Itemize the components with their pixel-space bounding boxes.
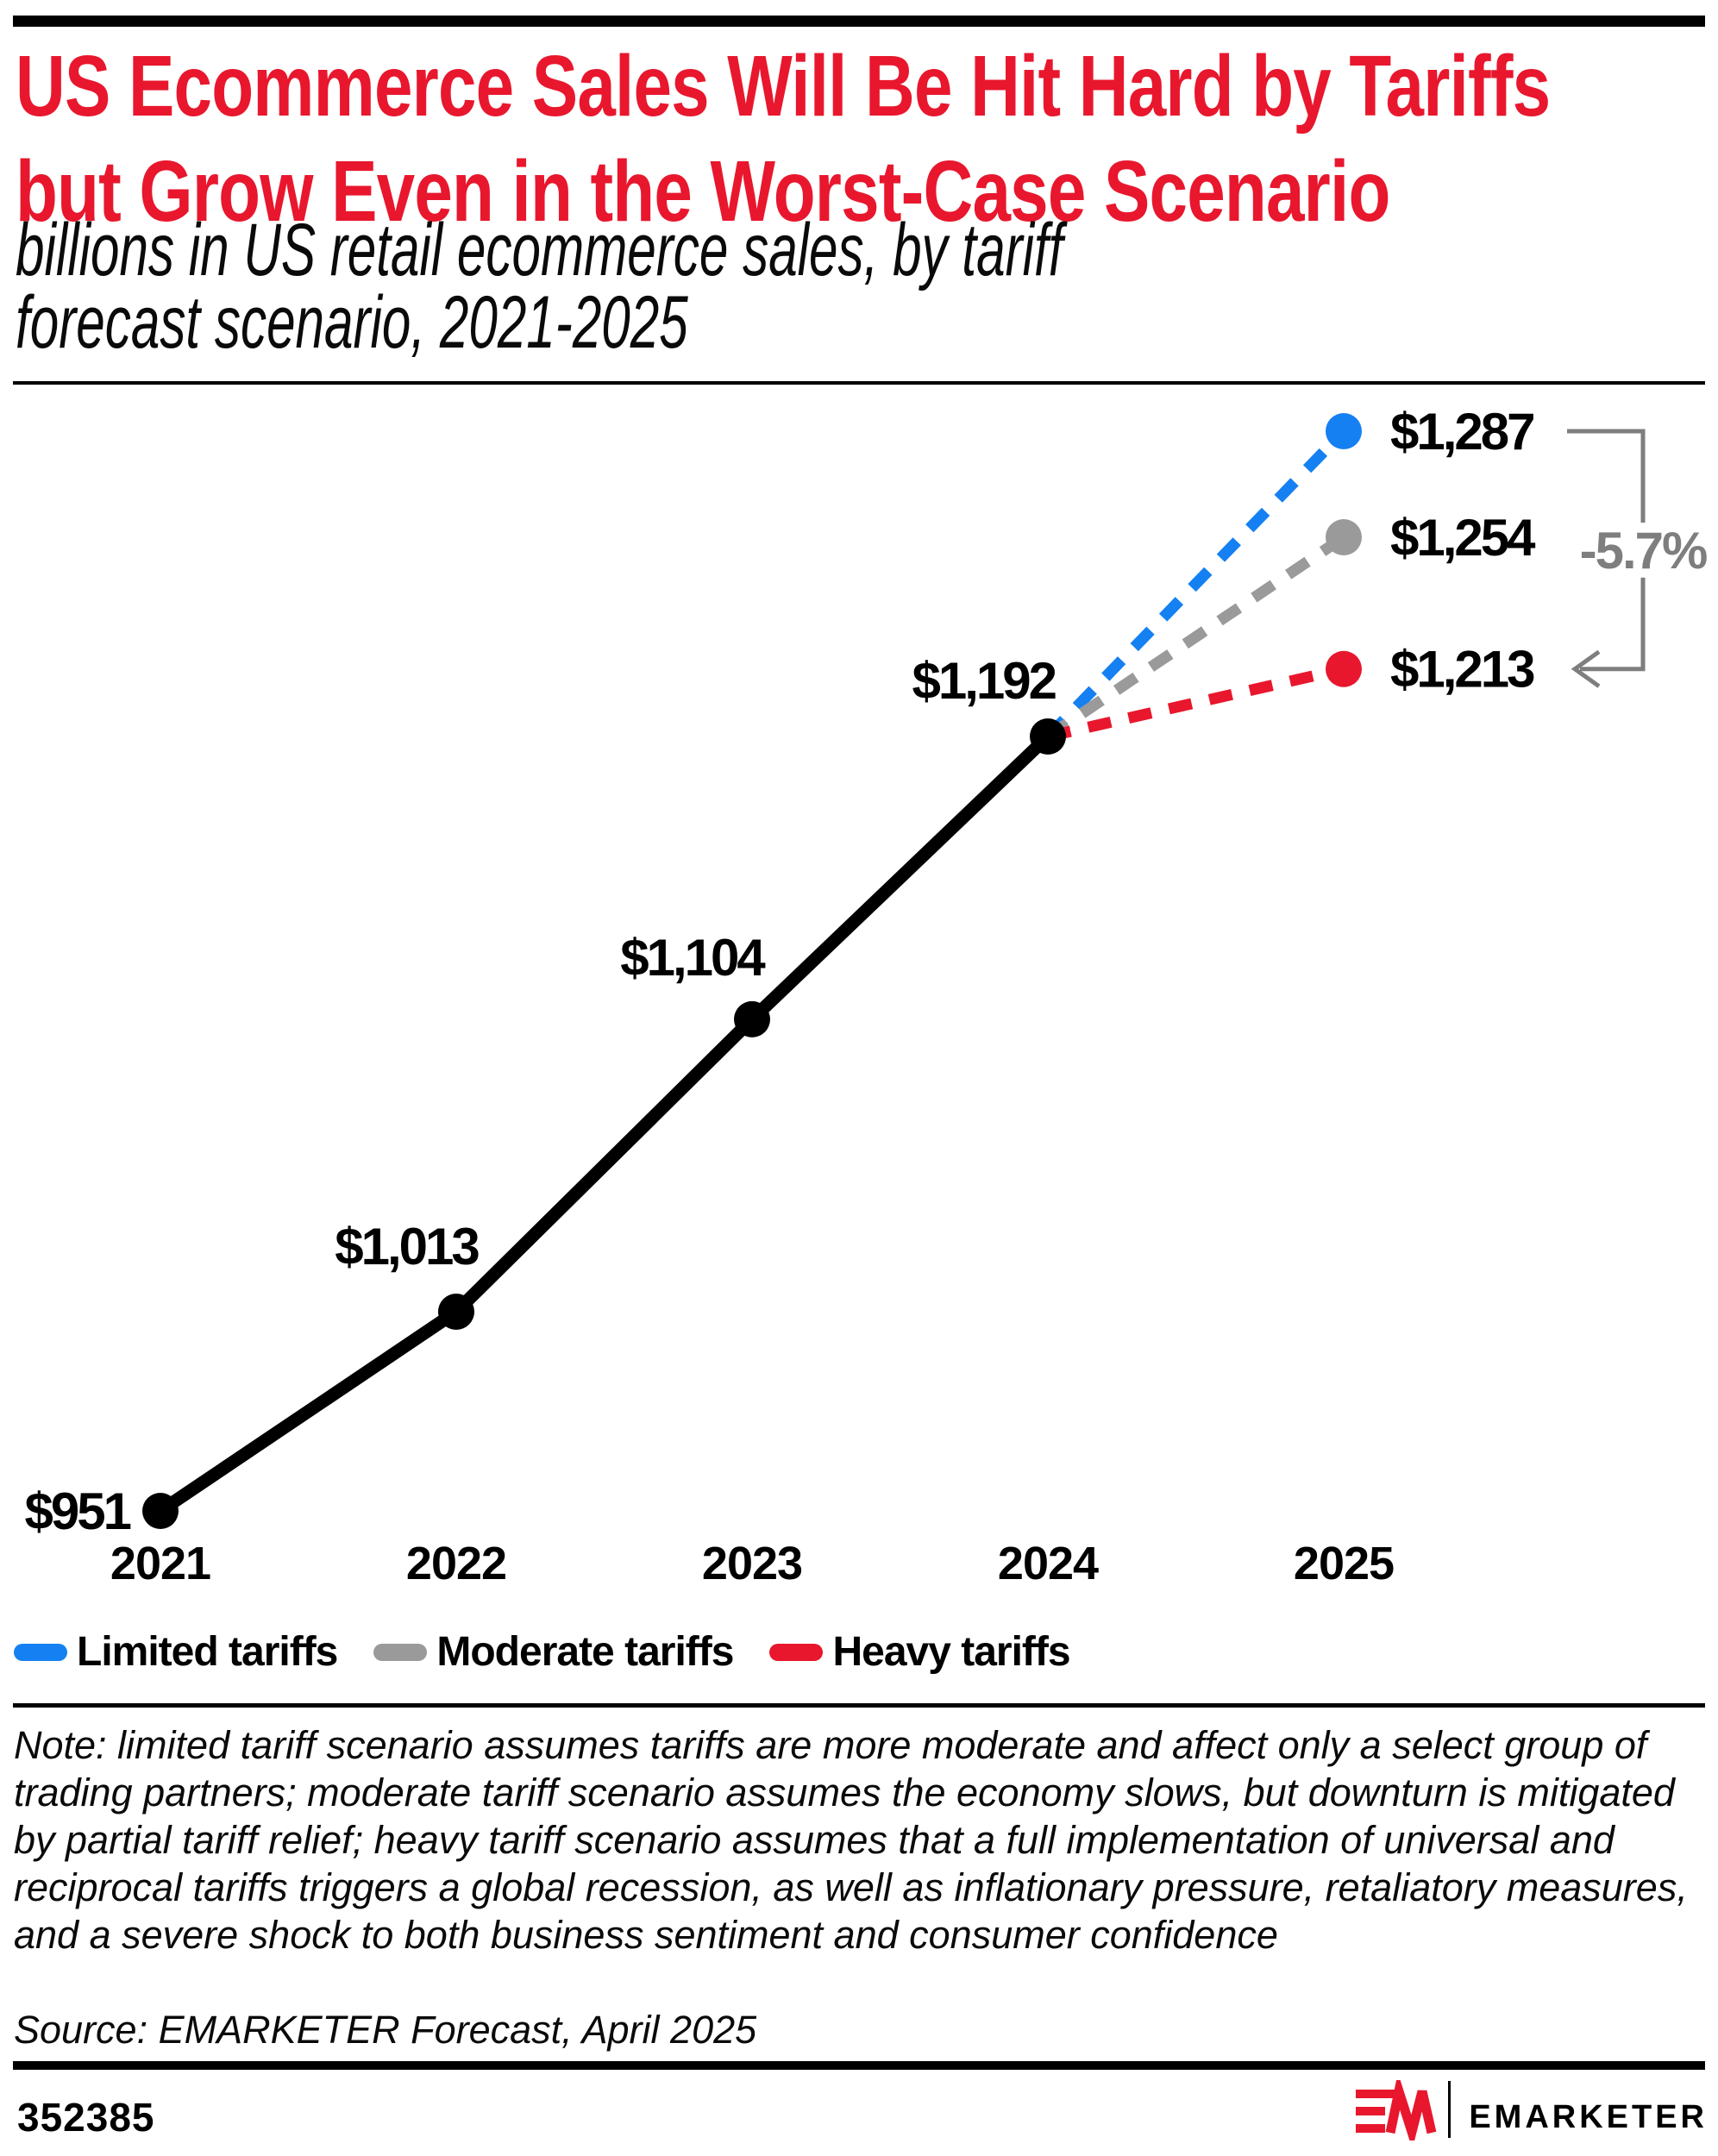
- year-label-2024: 2024: [998, 1538, 1099, 1589]
- title-line-1: US Ecommerce Sales Will Be Hit Hard by T…: [16, 38, 1551, 135]
- limited-tariffs-swatch-icon: [14, 1644, 67, 1661]
- heavy-tariffs-swatch-icon: [769, 1644, 824, 1661]
- subtitle-line-1: billions in US retail ecommerce sales, b…: [16, 209, 1063, 291]
- data-point-2024: [1030, 718, 1066, 755]
- data-label-2024: $1,192: [912, 652, 1055, 710]
- top-rule: [13, 16, 1705, 27]
- data-label-2022: $1,013: [335, 1218, 479, 1275]
- legend-label: Heavy tariffs: [832, 1629, 1070, 1675]
- historical-line: [156, 731, 1053, 1517]
- scenario-point-0: [1326, 413, 1362, 449]
- legend-item-limited-tariffs: Limited tariffs: [14, 1629, 338, 1675]
- chart-legend: Limited tariffs Moderate tariffs Heavy t…: [14, 1632, 1704, 1673]
- title-line-2: but Grow Even in the Worst-Case Scenario: [16, 143, 1390, 240]
- data-label-2021: $951: [25, 1482, 131, 1540]
- logo-divider: [1448, 2081, 1451, 2138]
- data-label-2023: $1,104: [620, 929, 766, 987]
- logo-e-bar: [1356, 2090, 1395, 2098]
- footer-rule: [13, 2061, 1705, 2070]
- note-divider: [13, 1703, 1705, 1708]
- data-point-2022: [438, 1293, 474, 1330]
- chart-id: 352385: [17, 2095, 155, 2140]
- data-point-2023: [734, 1000, 770, 1037]
- logo-e-bar: [1356, 2107, 1385, 2115]
- scenario-line-0: [1044, 427, 1348, 741]
- scenario-line-2: [1046, 663, 1345, 743]
- data-point-2021: [142, 1493, 179, 1529]
- legend-item-heavy-tariffs: Heavy tariffs: [769, 1629, 1071, 1675]
- annotation-label: -5.7%: [1580, 522, 1707, 580]
- logo-e-bar: [1356, 2124, 1385, 2133]
- source-text: Source: EMARKETER Forecast, April 2025: [14, 2008, 757, 2052]
- annotation-arrow-icon: [1571, 649, 1601, 688]
- subtitle-line-2: forecast scenario, 2021-2025: [16, 281, 688, 364]
- scenario-label-1: $1,254: [1390, 509, 1536, 567]
- year-label-2022: 2022: [406, 1538, 506, 1589]
- page-subtitle: billions in US retail ecommerce sales, b…: [16, 209, 1585, 364]
- scenario-label-0: $1,287: [1390, 403, 1533, 461]
- scenario-line-1: [1044, 532, 1347, 742]
- legend-item-moderate-tariffs: Moderate tariffs: [373, 1629, 734, 1675]
- brand-name: EMARKETER: [1469, 2099, 1708, 2135]
- legend-label: Moderate tariffs: [436, 1629, 734, 1675]
- scenario-point-1: [1326, 518, 1362, 555]
- logo-m-glyph: [1385, 2080, 1437, 2140]
- scenario-point-2: [1326, 650, 1362, 687]
- header-divider: [13, 381, 1705, 385]
- page-title: US Ecommerce Sales Will Be Hit Hard by T…: [16, 34, 1671, 244]
- annotation-bracket: [1567, 429, 1646, 672]
- year-label-2023: 2023: [702, 1538, 802, 1589]
- year-label-2025: 2025: [1294, 1538, 1394, 1589]
- note-text: Note: limited tariff scenario assumes ta…: [14, 1723, 1688, 1957]
- moderate-tariffs-swatch-icon: [373, 1644, 428, 1661]
- legend-label: Limited tariffs: [77, 1629, 338, 1675]
- emarketer-logo-icon: [1356, 2080, 1451, 2140]
- year-label-2021: 2021: [110, 1538, 210, 1589]
- scenario-label-2: $1,213: [1390, 641, 1534, 699]
